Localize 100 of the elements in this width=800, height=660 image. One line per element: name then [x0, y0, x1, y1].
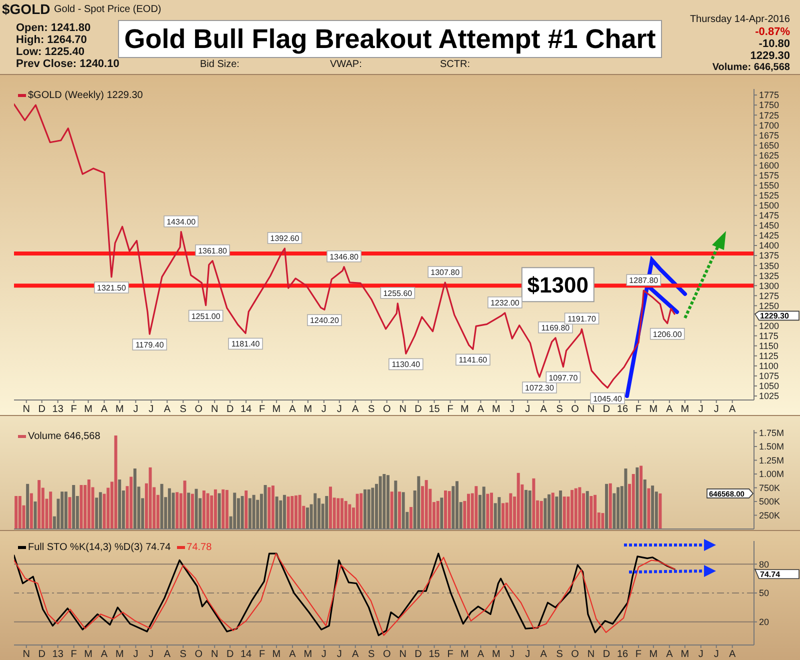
- annotation: 1346.80: [330, 252, 360, 262]
- bar: [498, 497, 501, 529]
- x-tick-label: M: [304, 404, 312, 416]
- x-tick-label: M: [84, 404, 92, 416]
- bar: [348, 504, 352, 529]
- chart-title: Gold Bull Flag Breakout Attempt #1 Chart: [124, 24, 656, 54]
- bar: [544, 498, 547, 529]
- text: Bid Size:: [200, 59, 240, 70]
- annotation: 1179.40: [135, 340, 164, 350]
- bar: [482, 486, 486, 529]
- bar: [378, 476, 382, 529]
- x-tick-label: 13: [52, 649, 64, 660]
- x-tick-label: F: [70, 404, 77, 416]
- bar: [616, 487, 620, 529]
- x-tick-label: A: [100, 649, 108, 660]
- bar: [34, 502, 37, 529]
- bar: [68, 497, 72, 529]
- bar: [509, 493, 512, 529]
- x-tick-label: A: [289, 404, 296, 416]
- y-tick-label: 1125: [759, 351, 778, 362]
- bar: [562, 496, 566, 529]
- x-tick-label: J: [336, 404, 342, 416]
- y-tick-label: 1.50M: [759, 442, 784, 452]
- y-tick-label: 1425: [759, 230, 780, 241]
- bar: [268, 487, 271, 529]
- x-tick-label: N: [210, 404, 218, 416]
- x-tick-label: O: [194, 649, 203, 660]
- bar: [548, 494, 551, 529]
- bar: [636, 467, 639, 529]
- x-tick-label: M: [492, 649, 500, 660]
- x-tick-label: S: [368, 404, 376, 416]
- bar: [490, 492, 494, 529]
- x-tick-label: A: [289, 649, 296, 660]
- y-tick-label: 1275: [759, 290, 780, 301]
- x-tick-label: N: [22, 649, 30, 660]
- y-tick-label: 1525: [759, 190, 780, 201]
- bar: [390, 492, 394, 529]
- x-tick-label: A: [666, 649, 674, 660]
- y-tick-label: 1075: [759, 371, 780, 382]
- bar: [325, 496, 328, 529]
- x-tick-label: N: [22, 404, 30, 416]
- bar: [647, 488, 650, 529]
- bar: [282, 494, 286, 529]
- x-tick-label: N: [399, 404, 406, 416]
- bar: [225, 490, 228, 529]
- annotation: 1361.80: [198, 246, 228, 256]
- y-tick-label: 1.00M: [759, 469, 784, 480]
- bar: [574, 488, 578, 529]
- bar: [467, 494, 470, 529]
- x-tick-label: N: [210, 649, 218, 660]
- x-tick-label: F: [258, 404, 266, 416]
- y-tick-label: 1100: [759, 361, 778, 372]
- y-tick-label: 1625: [759, 150, 780, 160]
- y-tick-label: 80: [759, 559, 770, 570]
- x-tick-label: 13: [52, 404, 64, 416]
- x-tick-label: J: [133, 404, 138, 416]
- text: Thursday 14-Apr-2016: [690, 14, 790, 25]
- bar: [130, 476, 133, 529]
- x-tick-label: F: [70, 649, 77, 660]
- annotation: 1191.70: [568, 314, 596, 324]
- text: Prev Close: 1240.10: [16, 58, 120, 70]
- x-tick-label: A: [540, 649, 548, 660]
- y-tick-label: 1350: [759, 260, 780, 271]
- x-tick-label: 16: [616, 404, 628, 416]
- bar: [160, 484, 164, 529]
- bar: [456, 481, 459, 529]
- legend-label: 74.78: [186, 542, 212, 553]
- bar: [271, 486, 274, 529]
- bar: [244, 490, 248, 529]
- bar: [133, 468, 136, 529]
- bar: [367, 489, 370, 529]
- x-tick-label: M: [492, 404, 500, 416]
- bar: [532, 478, 536, 529]
- y-tick-label: 50: [759, 588, 770, 598]
- bar: [60, 492, 64, 529]
- bar: [643, 480, 646, 529]
- x-tick-label: F: [635, 649, 642, 660]
- y-tick-label: 1600: [759, 160, 780, 170]
- y-tick-label: 1325: [759, 270, 780, 281]
- bar: [18, 496, 22, 529]
- bar: [586, 491, 589, 529]
- y-tick-label: 1175: [759, 330, 778, 341]
- y-tick-label: 1300: [759, 280, 780, 291]
- y-tick-label: 1050: [759, 381, 780, 392]
- x-tick-label: D: [226, 649, 234, 660]
- bar: [382, 474, 386, 529]
- y-tick-label: 1475: [759, 210, 780, 221]
- bar: [298, 494, 302, 529]
- x-tick-label: J: [510, 404, 515, 416]
- bar: [398, 492, 401, 529]
- annotation: 1240.20: [310, 316, 340, 326]
- text: 1229.30: [760, 312, 790, 321]
- y-tick-label: 1400: [759, 240, 780, 251]
- annotation: 1045.40: [593, 394, 623, 404]
- x-tick-label: J: [698, 649, 704, 660]
- x-tick-label: A: [100, 404, 108, 416]
- x-tick-label: O: [571, 404, 580, 416]
- text: -10.80: [758, 38, 790, 50]
- bar: [264, 485, 267, 529]
- x-tick-label: J: [133, 649, 138, 660]
